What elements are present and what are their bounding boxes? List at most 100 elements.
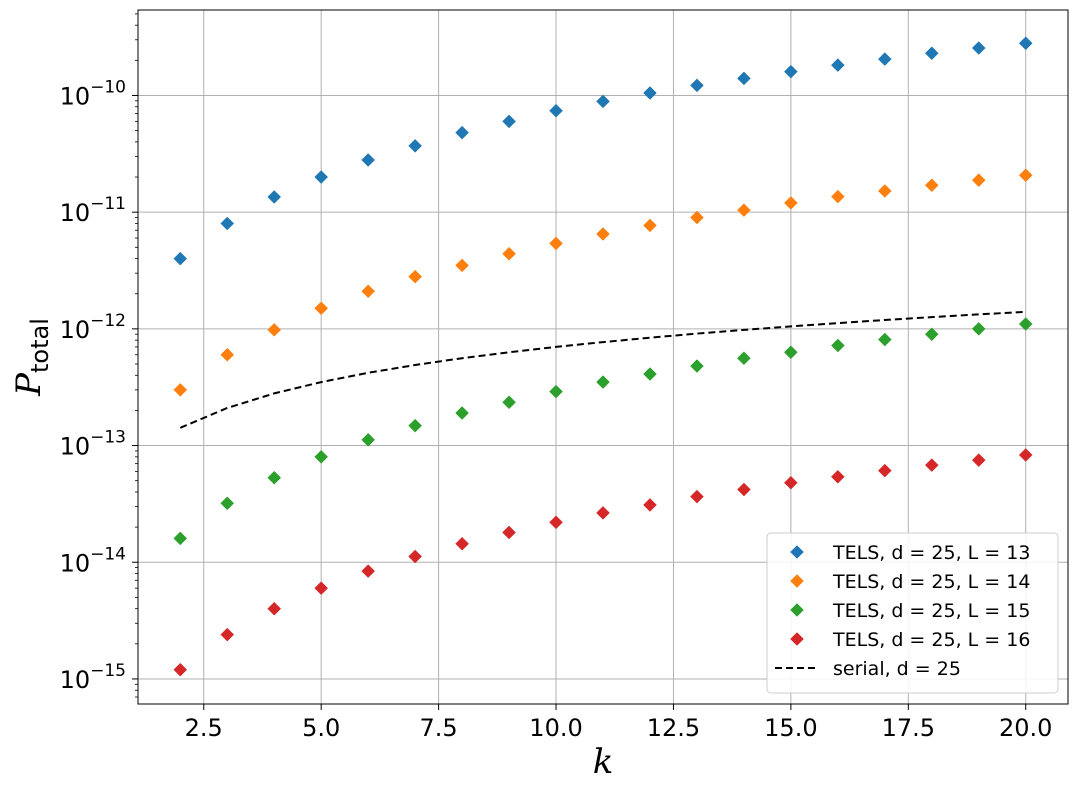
data-point	[924, 178, 939, 193]
legend-label: TELS, d = 25, L = 15	[832, 600, 1030, 622]
data-point	[643, 218, 657, 233]
data-point	[267, 470, 282, 485]
data-point	[408, 549, 422, 564]
x-axis-label: k	[593, 742, 614, 782]
legend-item: TELS, d = 25, L = 14	[790, 571, 1030, 593]
series-2	[173, 317, 1033, 546]
data-point	[596, 94, 610, 109]
data-point	[502, 246, 516, 261]
data-point	[220, 347, 235, 362]
data-point	[830, 469, 845, 484]
data-point	[690, 489, 704, 504]
legend-item: TELS, d = 25, L = 13	[790, 542, 1030, 564]
data-point	[549, 103, 563, 118]
y-tick-label: 10−15	[60, 661, 126, 694]
legend-diamond-marker	[790, 545, 804, 559]
data-point	[643, 498, 657, 512]
data-point	[361, 432, 376, 447]
data-point	[267, 190, 282, 204]
data-point	[549, 515, 563, 530]
data-point	[924, 46, 939, 61]
data-point	[267, 601, 282, 616]
y-tick-label-exponent: −13	[90, 428, 126, 448]
data-point	[643, 367, 657, 381]
data-point	[173, 383, 188, 397]
data-point	[314, 581, 329, 595]
x-tick-label: 5.0	[302, 714, 340, 742]
legend-label: TELS, d = 25, L = 13	[832, 542, 1030, 564]
data-point	[877, 52, 892, 66]
y-tick-label: 10−13	[60, 428, 126, 461]
data-point	[220, 216, 235, 231]
legend-label: TELS, d = 25, L = 16	[832, 629, 1030, 651]
y-tick-label-base: 10	[60, 82, 91, 110]
data-point	[737, 71, 751, 86]
x-tick-label: 7.5	[420, 714, 458, 742]
data-point	[502, 395, 516, 410]
data-point	[737, 203, 751, 218]
x-tick-label: 10.0	[529, 714, 582, 742]
data-point	[549, 236, 563, 251]
y-tick-label: 10−10	[60, 77, 126, 110]
y-tick-label-exponent: −14	[90, 544, 126, 564]
y-tick-label-base: 10	[60, 549, 91, 577]
data-point	[173, 531, 188, 546]
data-point	[455, 258, 469, 273]
plot-series	[173, 36, 1033, 677]
data-point	[737, 482, 751, 497]
data-point	[408, 139, 422, 153]
data-point	[1018, 168, 1033, 183]
y-tick-label-base: 10	[60, 316, 91, 344]
series-0	[173, 36, 1033, 266]
data-point	[1018, 36, 1033, 51]
data-point	[690, 210, 704, 225]
data-point	[455, 125, 469, 140]
y-tick-label: 10−12	[60, 311, 126, 344]
legend-label: TELS, d = 25, L = 14	[832, 571, 1030, 593]
y-tick-label-exponent: −10	[90, 77, 126, 97]
x-tick-label: 20.0	[999, 714, 1052, 742]
x-tick-label: 2.5	[185, 714, 223, 742]
data-point	[361, 284, 376, 299]
data-point	[361, 564, 376, 578]
x-tick-labels: 2.5 5.0 7.5 10.0 12.5 15.0 17.5 20.0	[185, 714, 1053, 742]
legend-diamond-marker	[790, 574, 804, 588]
y-tick-label-exponent: −11	[90, 194, 126, 214]
legend-label: serial, d = 25	[833, 658, 961, 680]
legend-item: TELS, d = 25, L = 16	[790, 629, 1030, 651]
data-point	[502, 525, 516, 540]
data-point	[220, 627, 235, 642]
data-point	[643, 86, 657, 100]
data-point	[830, 338, 845, 353]
data-point	[784, 196, 798, 210]
data-point	[877, 184, 892, 198]
data-point	[971, 453, 986, 467]
series-line	[179, 310, 1026, 429]
data-point	[502, 114, 516, 129]
legend-item: serial, d = 25	[775, 658, 961, 680]
data-point	[1018, 317, 1033, 331]
data-point	[596, 375, 610, 389]
data-point	[596, 506, 610, 520]
series-1	[173, 168, 1033, 397]
y-tick-label-base: 10	[60, 433, 91, 461]
data-point	[596, 227, 610, 241]
legend-item: TELS, d = 25, L = 15	[790, 600, 1030, 622]
legend-diamond-marker	[790, 632, 804, 646]
x-tick-label: 17.5	[882, 714, 935, 742]
data-point	[455, 406, 469, 420]
data-point	[408, 269, 422, 284]
data-point	[784, 345, 798, 360]
y-tick-label-exponent: −12	[90, 311, 126, 331]
data-point	[830, 189, 845, 204]
y-axis-label: Ptotal	[9, 318, 54, 397]
data-point	[267, 323, 282, 337]
data-point	[784, 475, 798, 490]
data-point	[877, 332, 892, 347]
data-point	[971, 41, 986, 55]
y-tick-label: 10−14	[60, 544, 126, 577]
y-tick-label-base: 10	[60, 199, 91, 227]
data-point	[173, 662, 188, 677]
data-point	[877, 463, 892, 478]
